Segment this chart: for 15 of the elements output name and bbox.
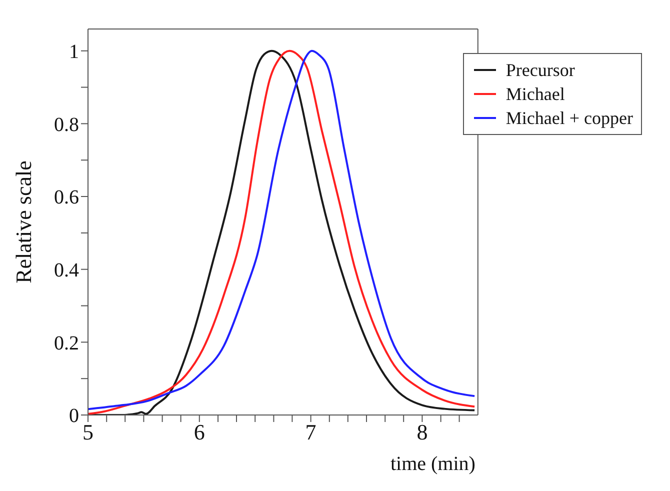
legend-label: Michael bbox=[506, 83, 565, 106]
y-tick-label: 0.8 bbox=[54, 114, 79, 136]
y-tick-label: 0.2 bbox=[54, 332, 79, 354]
x-tick-label: 6 bbox=[194, 420, 205, 445]
x-tick-label: 5 bbox=[82, 420, 94, 445]
legend-label: Michael + copper bbox=[506, 107, 633, 130]
y-tick-label: 1 bbox=[69, 40, 79, 63]
y-tick-label: 0 bbox=[69, 405, 79, 428]
y-tick-label: 0.6 bbox=[54, 186, 79, 209]
y-axis-title: Relative scale bbox=[10, 160, 36, 284]
x-axis-title: time (min) bbox=[390, 453, 476, 475]
x-tick-label: 7 bbox=[305, 420, 316, 445]
y-tick-label: 0.4 bbox=[54, 259, 79, 282]
legend-label: Precursor bbox=[506, 59, 575, 82]
x-tick-label: 8 bbox=[416, 420, 428, 445]
